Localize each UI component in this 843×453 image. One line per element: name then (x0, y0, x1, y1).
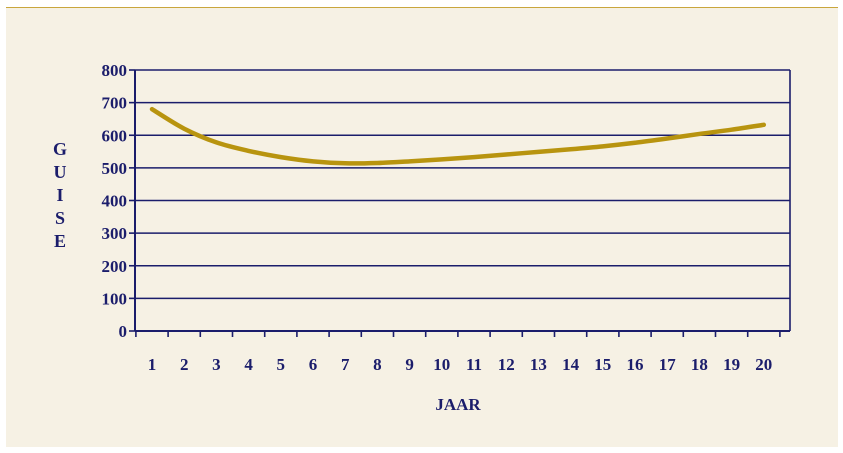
x-tick-label: 18 (691, 355, 708, 374)
y-axis-title-letter: E (54, 231, 66, 251)
y-tick-label: 800 (102, 61, 128, 80)
y-axis-title-letter: G (53, 139, 67, 159)
x-tick-label: 15 (594, 355, 611, 374)
y-tick-label: 700 (102, 94, 128, 113)
y-axis-title-letter: S (55, 208, 65, 228)
chart-panel (6, 8, 838, 447)
series-layer (149, 106, 767, 166)
x-tick-labels: 1 2 3 4 5 6 7 8 9 10 11 12 13 14 15 16 17 18 19 20 (148, 355, 773, 374)
x-tick-label: 3 (212, 355, 221, 374)
x-tick-label: 14 (562, 355, 580, 374)
series-line (149, 106, 767, 166)
tick-marks (129, 69, 781, 337)
gridlines (135, 69, 790, 300)
x-tick-label: 10 (433, 355, 450, 374)
x-tick-label: 19 (723, 355, 740, 374)
x-tick-label: 4 (244, 355, 253, 374)
x-tick-label: 20 (755, 355, 772, 374)
y-tick-label: 500 (102, 159, 128, 178)
x-tick-label: 5 (277, 355, 286, 374)
x-axis-title: JAAR (435, 395, 481, 414)
y-tick-label: 600 (102, 126, 128, 145)
x-tick-label: 2 (180, 355, 189, 374)
x-tick-label: 8 (373, 355, 382, 374)
x-tick-label: 7 (341, 355, 350, 374)
x-tick-label: 17 (659, 355, 677, 374)
y-axis-title-letter: I (56, 185, 63, 205)
y-tick-label: 0 (119, 322, 128, 341)
x-tick-label: 13 (530, 355, 547, 374)
x-tick-label: 9 (405, 355, 414, 374)
x-tick-label: 11 (466, 355, 482, 374)
y-axis-title-letter: U (54, 162, 67, 182)
y-tick-label: 300 (102, 224, 128, 243)
x-tick-label: 16 (627, 355, 644, 374)
y-tick-labels: 0 100 200 300 400 500 600 700 800 (102, 61, 128, 341)
x-tick-label: 6 (309, 355, 318, 374)
y-tick-label: 400 (102, 192, 128, 211)
x-tick-label: 1 (148, 355, 157, 374)
top-rule (6, 7, 838, 8)
y-tick-label: 100 (102, 289, 128, 308)
x-tick-label: 12 (498, 355, 515, 374)
y-tick-label: 200 (102, 257, 128, 276)
